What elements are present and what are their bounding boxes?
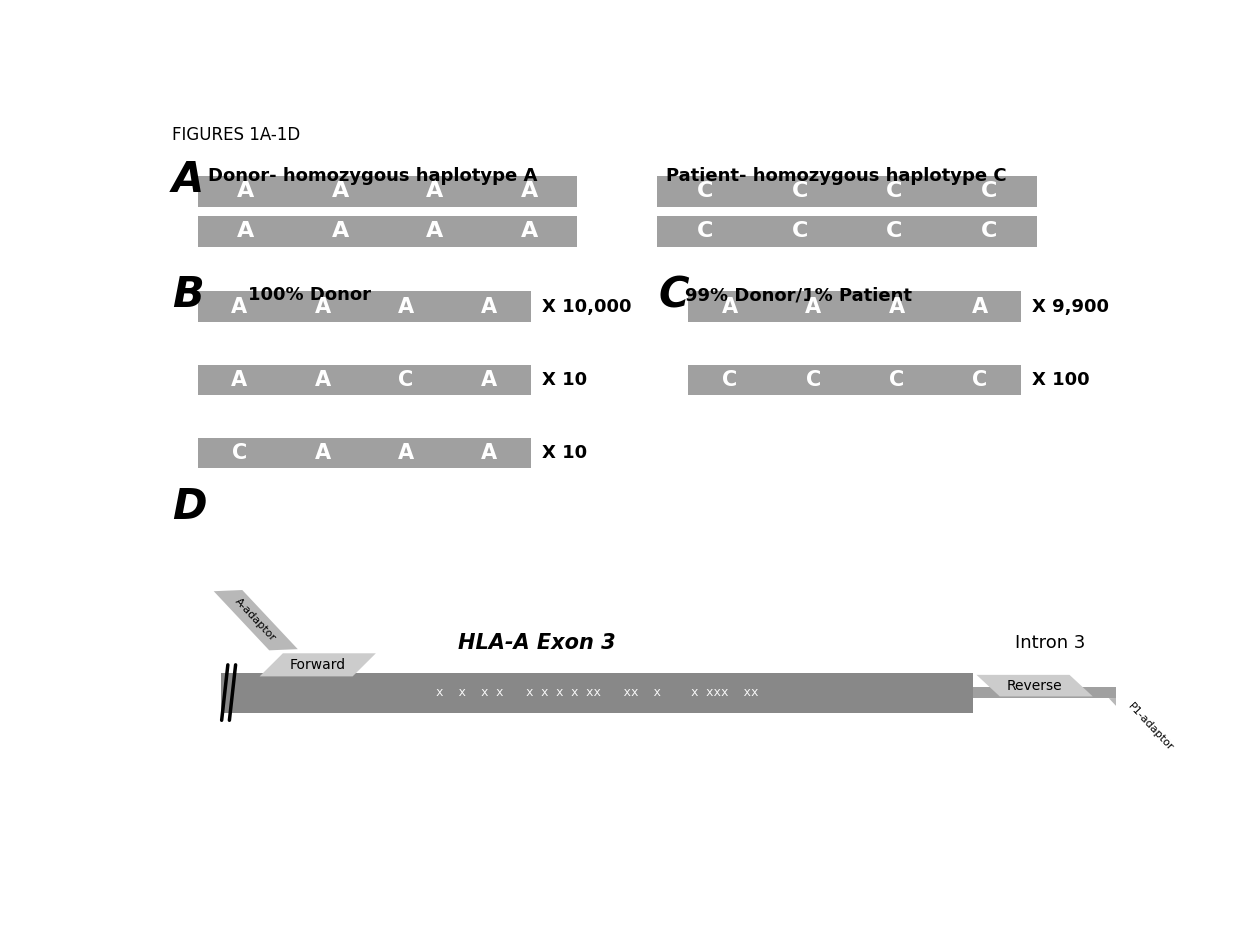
Text: Reverse: Reverse	[1007, 678, 1063, 692]
Polygon shape	[213, 590, 298, 650]
Bar	[197, 216, 578, 247]
Text: A: A	[972, 297, 988, 317]
Text: C: C	[887, 182, 903, 201]
Bar	[657, 176, 1037, 206]
Text: 100% Donor: 100% Donor	[248, 287, 372, 305]
Bar	[197, 364, 531, 395]
Text: A: A	[398, 297, 414, 317]
Bar	[197, 291, 531, 323]
Text: C: C	[981, 182, 998, 201]
Text: A-adaptor: A-adaptor	[233, 597, 278, 643]
Text: C: C	[889, 370, 904, 390]
Text: A: A	[331, 182, 348, 201]
Text: A: A	[231, 297, 247, 317]
Text: C: C	[697, 182, 713, 201]
Text: D: D	[172, 486, 207, 528]
Text: X 10,000: X 10,000	[542, 298, 631, 316]
Text: C: C	[972, 370, 987, 390]
Text: A: A	[427, 221, 444, 241]
Bar	[688, 364, 1022, 395]
Bar	[657, 216, 1037, 247]
Text: Patient- homozygous haplotype C: Patient- homozygous haplotype C	[667, 166, 1007, 184]
Text: A: A	[481, 370, 497, 390]
Text: Intron 3: Intron 3	[1014, 634, 1085, 653]
Text: HLA-A Exon 3: HLA-A Exon 3	[458, 633, 615, 654]
Text: A: A	[888, 297, 904, 317]
Bar	[197, 438, 531, 468]
Text: C: C	[981, 221, 998, 241]
Polygon shape	[259, 654, 376, 676]
Text: Donor- homozygous haplotype A: Donor- homozygous haplotype A	[207, 166, 537, 184]
Text: A: A	[521, 182, 538, 201]
Text: x  x  x x   x x x x xx   xx  x    x xxx  xx: x x x x x x x x xx xx x x xxx xx	[435, 686, 758, 699]
Text: A: A	[315, 297, 331, 317]
Text: X 9,900: X 9,900	[1033, 298, 1110, 316]
Bar	[221, 673, 972, 712]
Text: Forward: Forward	[290, 657, 346, 672]
Text: A: A	[172, 159, 205, 201]
Text: C: C	[398, 370, 413, 390]
Text: B: B	[172, 274, 203, 316]
Text: FIGURES 1A-1D: FIGURES 1A-1D	[172, 126, 300, 144]
Text: A: A	[315, 443, 331, 464]
Text: A: A	[722, 297, 738, 317]
Text: A: A	[398, 443, 414, 464]
Text: X 10: X 10	[542, 371, 587, 389]
Text: A: A	[331, 221, 348, 241]
Text: A: A	[315, 370, 331, 390]
Polygon shape	[1109, 697, 1193, 758]
Polygon shape	[977, 674, 1092, 696]
Text: C: C	[791, 221, 807, 241]
Text: A: A	[481, 297, 497, 317]
Text: A: A	[237, 221, 254, 241]
Text: C: C	[232, 443, 247, 464]
Text: P1-adaptor: P1-adaptor	[1126, 701, 1176, 753]
Text: A: A	[427, 182, 444, 201]
Text: A: A	[805, 297, 821, 317]
Text: A: A	[231, 370, 247, 390]
Bar	[688, 291, 1022, 323]
Text: C: C	[791, 182, 807, 201]
Bar	[972, 687, 1127, 698]
Bar	[197, 176, 578, 206]
Text: A: A	[237, 182, 254, 201]
Text: X 100: X 100	[1033, 371, 1090, 389]
Text: X 10: X 10	[542, 444, 587, 462]
Text: C: C	[658, 274, 689, 316]
Text: C: C	[887, 221, 903, 241]
Text: A: A	[481, 443, 497, 464]
Text: C: C	[697, 221, 713, 241]
Text: C: C	[806, 370, 821, 390]
Text: C: C	[722, 370, 738, 390]
Text: A: A	[521, 221, 538, 241]
Text: 99% Donor/1% Patient: 99% Donor/1% Patient	[684, 287, 911, 305]
